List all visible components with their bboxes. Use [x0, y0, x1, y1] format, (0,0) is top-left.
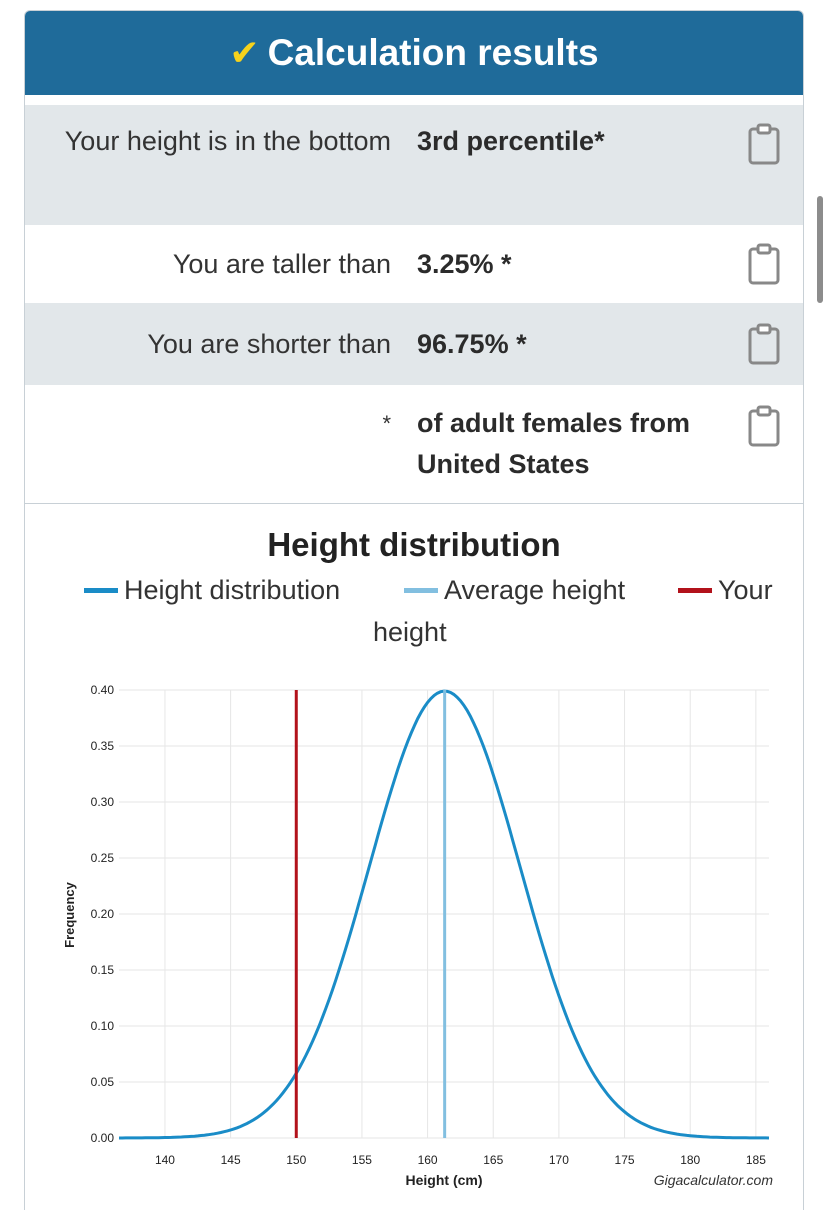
clipboard-icon[interactable] — [747, 123, 781, 165]
result-label: You are shorter than — [147, 328, 391, 359]
x-tick-label: 185 — [746, 1153, 766, 1167]
footnote-marker: * — [382, 411, 391, 436]
footnote-text: of adult females from United States — [417, 408, 691, 479]
x-tick-label: 170 — [549, 1153, 569, 1167]
legend-swatch-your-height — [678, 588, 712, 593]
result-value: 3rd percentile* — [417, 126, 605, 156]
x-axis-ticks: 140 145 150 155 160 165 170 175 180 185 — [155, 1153, 766, 1167]
y-tick-label: 0.10 — [91, 1019, 115, 1033]
section-divider — [25, 503, 803, 504]
legend-item-distribution[interactable]: Height distribution — [84, 575, 340, 606]
clipboard-icon[interactable] — [747, 243, 781, 285]
y-tick-label: 0.30 — [91, 795, 115, 809]
clipboard-icon[interactable] — [747, 323, 781, 365]
result-value: 96.75% * — [417, 328, 527, 359]
legend-swatch-average — [404, 588, 438, 593]
x-axis-label: Height (cm) — [406, 1172, 483, 1188]
scrollbar-thumb[interactable] — [817, 196, 823, 303]
legend-item-your-height-continued: height — [373, 617, 447, 648]
legend-label-your-height-line2: height — [373, 617, 447, 647]
x-tick-label: 160 — [418, 1153, 438, 1167]
results-table: Your height is in the bottom 3rd percent… — [25, 105, 803, 503]
x-tick-label: 180 — [680, 1153, 700, 1167]
legend-item-average[interactable]: Average height — [404, 575, 625, 606]
results-header: ✔ Calculation results — [25, 11, 803, 95]
legend-label-average: Average height — [444, 575, 626, 605]
legend-label-your-height: Your — [718, 575, 773, 605]
y-tick-label: 0.40 — [91, 683, 115, 697]
chart-title: Height distribution — [267, 526, 561, 563]
results-card: ✔ Calculation results Your height is in … — [24, 10, 804, 1210]
result-label: Your height is in the bottom — [64, 126, 391, 156]
y-tick-label: 0.00 — [91, 1131, 115, 1145]
y-axis-label: Frequency — [62, 881, 77, 948]
result-row-shorter: You are shorter than 96.75% * — [25, 303, 803, 385]
y-tick-label: 0.20 — [91, 907, 115, 921]
y-tick-label: 0.05 — [91, 1075, 115, 1089]
y-tick-label: 0.15 — [91, 963, 115, 977]
result-row-footnote: * of adult females from United States — [25, 385, 803, 503]
y-tick-label: 0.25 — [91, 851, 115, 865]
y-tick-label: 0.35 — [91, 739, 115, 753]
legend-label-distribution: Height distribution — [124, 575, 341, 605]
result-row-taller: You are taller than 3.25% * — [25, 225, 803, 303]
x-tick-label: 140 — [155, 1153, 175, 1167]
result-value: 3.25% * — [417, 248, 512, 279]
legend-swatch-distribution — [84, 588, 118, 593]
y-axis-ticks: 0.00 0.05 0.10 0.15 0.20 0.25 0.30 0.35 0.40 — [91, 683, 115, 1145]
legend-item-your-height[interactable]: Your — [678, 575, 773, 606]
result-row-percentile: Your height is in the bottom 3rd percent… — [25, 105, 803, 225]
x-tick-label: 145 — [221, 1153, 241, 1167]
watermark: Gigacalculator.com — [654, 1172, 774, 1188]
results-title: Calculation results — [267, 32, 599, 73]
check-icon: ✔ — [229, 32, 260, 73]
clipboard-icon[interactable] — [747, 405, 781, 447]
x-tick-label: 175 — [615, 1153, 635, 1167]
result-label: You are taller than — [172, 248, 391, 279]
x-tick-label: 150 — [286, 1153, 306, 1167]
x-tick-label: 165 — [483, 1153, 503, 1167]
x-tick-label: 155 — [352, 1153, 372, 1167]
